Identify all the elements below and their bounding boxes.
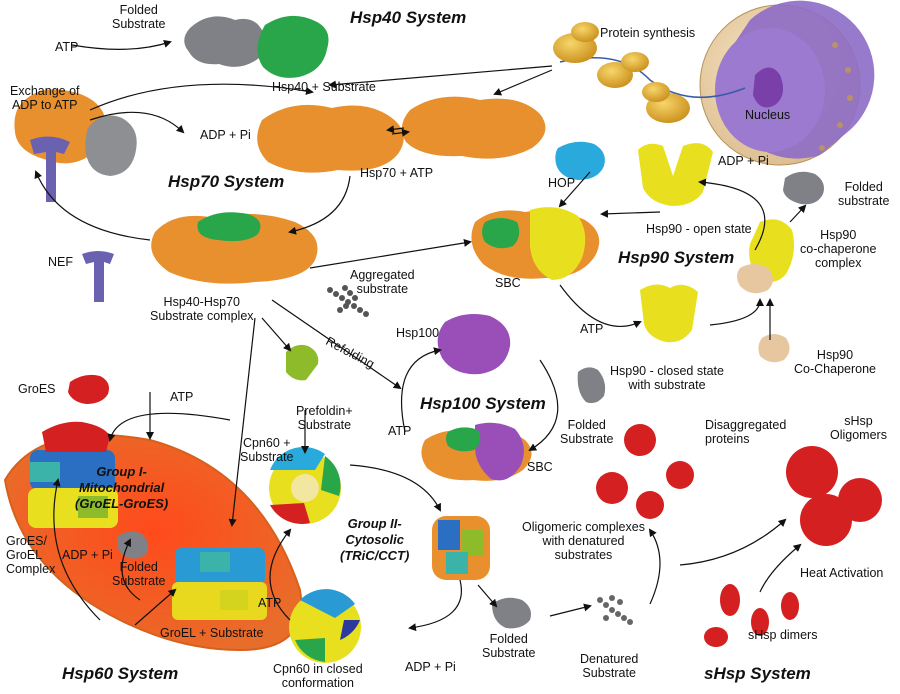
hsp100-system-title: Hsp100 System — [420, 394, 546, 413]
hsp100-label: Hsp100 — [396, 326, 440, 340]
cell-nucleus-illustration — [699, 0, 875, 166]
group2-label: Group II- Cytosolic (TRiC/CCT) — [340, 516, 410, 563]
folded-substrate-hsp100-blob — [577, 367, 606, 404]
sbc-hsp90-label: SBC — [495, 276, 521, 290]
ribosomes — [553, 22, 690, 123]
cpn60-substrate-label: Cpn60 + Substrate — [240, 436, 294, 464]
prefoldin-label: Prefoldin+ Substrate — [296, 404, 353, 432]
hsp40-blob — [257, 15, 329, 78]
prefoldin-blob — [286, 344, 319, 381]
folded-substrate-top-blob — [184, 16, 269, 67]
sbc-hsp100-label: SBC — [527, 460, 553, 474]
hsp90-cochaperone-tan — [758, 334, 790, 363]
hsp40-hsp70-orange — [151, 213, 318, 284]
adp-pi-cct-label: ADP + Pi — [405, 660, 456, 674]
aggregated-substrate-chain — [327, 285, 369, 317]
folded-substrate-hsp90-blob — [783, 171, 824, 205]
exchange-label: Exchange of ADP to ATP — [10, 84, 80, 112]
sbc-hsp90-complex-yellow — [530, 207, 586, 280]
folded-substrate-top-label: Folded Substrate — [112, 3, 166, 31]
aggregated-label: Aggregated substrate — [350, 268, 415, 296]
hop-label: HOP — [548, 176, 576, 190]
groel-barrel-left — [28, 421, 118, 528]
hsp40-hsp70-green — [197, 212, 261, 242]
hsp70-atp-blob — [257, 104, 404, 173]
nef-label: NEF — [48, 255, 73, 269]
hsp60-system-title: Hsp60 System — [62, 664, 179, 683]
hsp90-cochaperone-complex-label: Hsp90 co-chaperone complex — [800, 228, 877, 270]
atp-hsp60-label: ATP — [170, 390, 194, 404]
mrna-strand — [559, 57, 746, 99]
cochaperone-tan-blob — [737, 264, 773, 294]
folded-substrate-hsp100-label: Folded Substrate — [560, 418, 614, 446]
hsp90-cochaperone-label: Hsp90 Co-Chaperone — [794, 348, 876, 376]
denatured-substrate-chain — [597, 595, 633, 625]
cpn60-closed-label: Cpn60 in closed conformation — [273, 662, 363, 690]
hsp40-system-title: Hsp40 System — [350, 8, 467, 27]
folded-substrate-hsp90-label: Folded substrate — [838, 180, 890, 208]
disaggregated-cage — [596, 424, 694, 519]
shsp-system-title: sHsp System — [704, 664, 811, 683]
adp-pi-hsp90-label: ADP + Pi — [718, 154, 769, 168]
hsp100-blob — [437, 314, 511, 375]
sbc-hsp90-complex-green2 — [482, 218, 520, 249]
sbc-hsp100-purple — [475, 422, 524, 481]
hop-blob — [555, 141, 605, 180]
cct-open-ring — [269, 446, 341, 524]
group1-label: Group I- Mitochondrial (GroEL-GroES) — [75, 464, 169, 511]
folded-substrate-cct-label: Folded Substrate — [482, 632, 536, 660]
atp-hsp100-label: ATP — [388, 424, 412, 438]
adp-pi-hsp70-label: ADP + Pi — [200, 128, 251, 142]
groes-blob — [68, 374, 109, 404]
adp-pi-hsp60-label: ADP + Pi — [62, 548, 113, 562]
hsp70-system-title: Hsp70 System — [168, 172, 285, 191]
disaggregated-label: Disaggregated proteins — [705, 418, 787, 446]
denatured-label: Denatured Substrate — [580, 652, 639, 680]
oligomeric-label: Oligomeric complexes with denatured subs… — [522, 520, 645, 562]
groes-groel-complex-label: GroES/ GroEL Complex — [6, 534, 56, 576]
nucleus-label: Nucleus — [745, 108, 791, 122]
cct-closed-barrel — [432, 516, 490, 580]
groel-substrate-label: GroEL + Substrate — [160, 626, 264, 640]
hsp90-closed-label: Hsp90 - closed state with substrate — [610, 364, 724, 392]
hsp90-system-title: Hsp90 System — [618, 248, 735, 267]
atp-hsp90-label: ATP — [580, 322, 604, 336]
hsp40-substrate-label: Hsp40 + Substrate — [272, 80, 376, 94]
hsp90-open-label: Hsp90 - open state — [646, 222, 752, 236]
protein-synthesis-label: Protein synthesis — [600, 26, 696, 40]
hsp70-substrate-blob — [401, 96, 546, 159]
sbc-hsp100-green — [446, 427, 481, 452]
atp-top-label: ATP — [55, 40, 79, 54]
shsp-dimers-label: sHsp dimers — [748, 628, 818, 642]
groel-barrel-right — [172, 548, 267, 620]
folded-substrate-cct-blob — [492, 597, 531, 629]
nef-purple-top — [30, 136, 70, 202]
hsp40-hsp70-complex-label: Hsp40-Hsp70 Substrate complex — [150, 295, 254, 323]
atp-cpn60-label: ATP — [258, 596, 282, 610]
nef-bottom — [82, 251, 114, 302]
groes-label: GroES — [18, 382, 56, 396]
cpn60-closed-ball — [289, 589, 361, 663]
hsp90-open-blob — [638, 143, 713, 206]
heat-activation-label: Heat Activation — [800, 566, 884, 580]
pathway-arrows — [34, 40, 807, 632]
shsp-oligomers-label: sHsp Oligomers — [830, 414, 887, 442]
hsp70-atp-label: Hsp70 + ATP — [360, 166, 434, 180]
substrate-gray-exchange — [85, 115, 137, 176]
shsp-oligomers — [786, 446, 882, 546]
shsp-dimers — [704, 584, 799, 647]
hsp90-closed-blob — [640, 284, 698, 343]
folded-substrate-hsp60-label: Folded Substrate — [112, 560, 166, 588]
